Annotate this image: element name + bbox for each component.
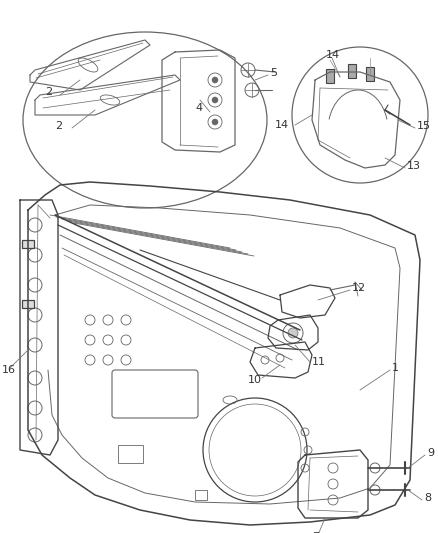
Text: 5: 5 (269, 68, 276, 78)
Circle shape (212, 77, 218, 83)
Text: 2: 2 (55, 121, 62, 131)
Circle shape (212, 97, 218, 103)
Text: 11: 11 (311, 357, 325, 367)
Text: 8: 8 (423, 493, 430, 503)
Bar (22, 240, 34, 248)
Text: 14: 14 (274, 120, 289, 130)
Bar (22, 300, 34, 308)
Circle shape (287, 328, 297, 338)
Text: 12: 12 (351, 283, 365, 293)
Text: 14: 14 (325, 50, 339, 60)
Text: 4: 4 (194, 103, 201, 113)
Bar (194, 490, 207, 500)
Bar (118, 445, 143, 463)
Text: 16: 16 (2, 365, 16, 375)
Text: 7: 7 (311, 532, 318, 533)
Text: 15: 15 (416, 121, 430, 131)
Text: 13: 13 (406, 161, 420, 171)
Bar (325, 69, 333, 83)
Circle shape (212, 119, 218, 125)
Bar (347, 64, 355, 78)
Text: 2: 2 (45, 87, 52, 97)
Text: 9: 9 (426, 448, 433, 458)
Text: 10: 10 (247, 375, 261, 385)
Bar (365, 67, 373, 81)
Text: 1: 1 (391, 363, 398, 373)
